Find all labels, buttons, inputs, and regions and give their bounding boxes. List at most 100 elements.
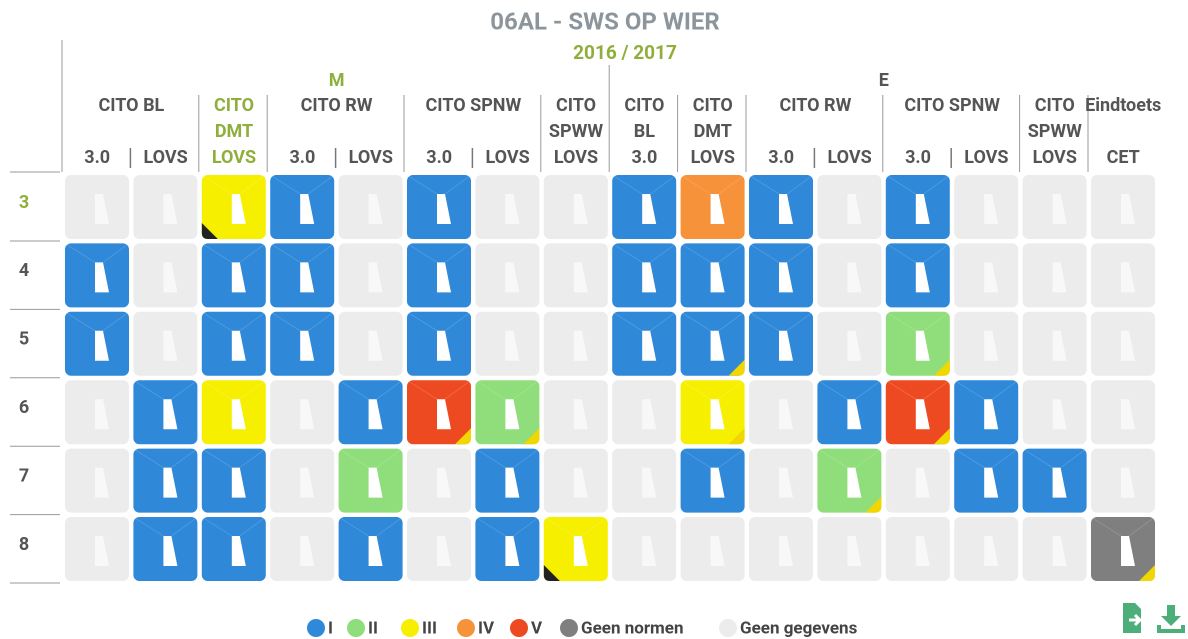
test-sub: LOVS (827, 147, 871, 168)
cell (407, 448, 471, 513)
cell-lines (748, 242, 814, 263)
cell-icon (1121, 194, 1135, 224)
cell-lines (338, 448, 403, 469)
cell (748, 242, 814, 308)
cell-lines (1090, 516, 1156, 537)
cell (475, 311, 540, 376)
cell (1091, 311, 1155, 376)
cell-icon (300, 536, 315, 566)
cell (817, 517, 882, 581)
cell-icon (368, 262, 383, 293)
cell-icon (642, 194, 657, 224)
cell (406, 174, 472, 239)
test-sub: 3.0 (426, 147, 452, 168)
row-label: 4 (19, 260, 29, 281)
test-sub: 3.0 (289, 147, 315, 168)
cell-icon (505, 399, 520, 430)
cell-icon (779, 262, 793, 293)
test-name: CITO (693, 95, 733, 116)
cell (201, 516, 267, 581)
cell (612, 380, 677, 445)
cell-icon (984, 194, 999, 224)
download-icon[interactable] (1157, 605, 1185, 633)
cell (475, 516, 540, 581)
cell-icon (642, 262, 657, 293)
legend-item: IV (457, 618, 495, 638)
cell-icon (1052, 330, 1067, 361)
cell-icon (368, 194, 383, 224)
legend-swatch (719, 619, 737, 637)
cell (954, 175, 1019, 239)
cell (954, 311, 1019, 376)
export-buttons[interactable] (1123, 603, 1185, 633)
subtitle: 2016 / 2017 (573, 41, 677, 64)
cell-icon (95, 330, 109, 361)
cell (338, 448, 403, 513)
cell-icon (710, 262, 725, 293)
legend-label: Geen gegevens (740, 618, 858, 638)
cell-icon (915, 467, 930, 498)
cell (201, 242, 267, 308)
cell (133, 448, 198, 513)
cell (1022, 243, 1087, 308)
cell (680, 242, 745, 308)
cell (954, 517, 1019, 581)
legend-swatch (457, 619, 475, 637)
test-sub: LOVS (212, 147, 256, 168)
cell-icon (573, 194, 588, 224)
cell-lines (953, 379, 1019, 400)
export-icon[interactable] (1123, 603, 1143, 633)
cell-lines (269, 311, 335, 332)
cell (680, 174, 745, 239)
test-name: CITO RW (779, 95, 851, 116)
cell (1091, 175, 1155, 239)
cell-icon (95, 194, 109, 224)
cell-lines (885, 379, 951, 400)
legend-item: Geen normen (560, 618, 684, 638)
test-name: DMT (694, 121, 732, 142)
cell (612, 517, 677, 581)
cell-icon (642, 330, 657, 361)
cell-lines (201, 448, 267, 469)
cell-icon (163, 330, 178, 361)
cell (1091, 243, 1155, 308)
cell (133, 311, 198, 376)
legend-swatch (510, 619, 528, 637)
cell (817, 243, 882, 308)
cell-icon (710, 536, 725, 566)
cell-icon (505, 536, 520, 566)
cell-lines (201, 242, 267, 263)
legend-label: III (422, 618, 437, 638)
cell-icon (368, 467, 383, 498)
cell-icon (437, 467, 451, 498)
row-label: 3 (19, 192, 29, 213)
cell (543, 175, 608, 239)
cell-icon (779, 399, 793, 430)
test-sub: LOVS (964, 147, 1008, 168)
group-label: M (329, 70, 345, 91)
cell-lines (64, 242, 130, 263)
cell-icon (1121, 399, 1135, 430)
legend-label: IV (478, 618, 495, 638)
cell (133, 379, 198, 445)
cell-icon (505, 194, 520, 224)
cell-icon (163, 262, 178, 293)
cell-icon (231, 467, 246, 498)
cell (338, 243, 403, 308)
cell-icon (1052, 262, 1067, 293)
legend-swatch (401, 619, 419, 637)
test-sub: 3.0 (768, 147, 794, 168)
cell (1022, 448, 1087, 513)
test-name: DMT (215, 121, 253, 142)
cell-lines (953, 448, 1019, 469)
cell-lines (133, 379, 198, 400)
test-name: CITO SPNW (904, 95, 1000, 116)
cell (543, 380, 608, 445)
cell-lines (201, 311, 267, 332)
cell (338, 311, 403, 376)
cell-icon (231, 262, 246, 293)
cell-lines (611, 174, 677, 195)
legend-swatch (560, 619, 578, 637)
cell-icon (300, 399, 315, 430)
cell (817, 175, 882, 239)
